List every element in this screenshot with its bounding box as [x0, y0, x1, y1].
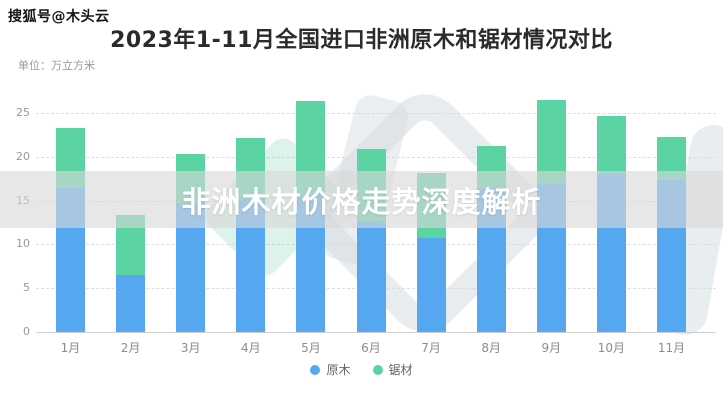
legend-dot-icon [372, 364, 383, 375]
x-axis-label-1月: 1月 [60, 341, 81, 355]
legend-item-原木[interactable]: 原木 [310, 361, 351, 378]
x-axis-label-8月: 8月 [481, 341, 501, 355]
y-axis-tick-20: 20 [16, 149, 30, 163]
x-axis-label-4月: 4月 [240, 341, 261, 355]
legend-label: 原木 [326, 363, 351, 377]
page-title: 2023年1-11月全国进口非洲原木和锯材情况对比 [110, 28, 613, 53]
x-axis-label-9月: 9月 [541, 341, 562, 355]
y-axis-tick-25: 25 [16, 106, 30, 119]
x-axis-label-2月: 2月 [120, 341, 141, 355]
gridline-25 [36, 113, 716, 114]
x-axis-label-7月: 7月 [421, 341, 441, 355]
x-axis-label-11月: 11月 [657, 341, 686, 355]
headline-banner-text: 非洲木材价格走势深度解析 [181, 184, 542, 219]
unit-label: 单位：万立方米 [18, 59, 95, 72]
y-axis-tick-10: 10 [16, 237, 30, 251]
x-axis-label-6月: 6月 [361, 341, 381, 355]
y-axis-tick-5: 5 [23, 281, 30, 295]
legend-dot-icon [310, 364, 321, 375]
legend-label: 锯材 [388, 363, 413, 377]
bar-2月-原木[interactable] [116, 275, 146, 332]
y-axis-tick-0: 0 [23, 325, 30, 338]
legend-item-锯材[interactable]: 锯材 [372, 361, 413, 378]
x-axis-label-10月: 10月 [597, 341, 626, 355]
bar-6月-原木[interactable] [356, 220, 386, 332]
x-axis-label-3月: 3月 [180, 341, 201, 355]
sohu-account-watermark: 搜狐号@木头云 [8, 9, 110, 25]
headline-banner: 非洲木材价格走势深度解析 [0, 171, 723, 228]
bar-9月-锯材[interactable] [536, 99, 566, 184]
x-axis-label-5月: 5月 [301, 341, 321, 355]
bar-7月-原木[interactable] [416, 238, 446, 332]
x-axis-line [36, 332, 716, 333]
chart-legend: 原木 锯材 [0, 361, 723, 378]
bar-10月-锯材[interactable] [596, 115, 626, 175]
